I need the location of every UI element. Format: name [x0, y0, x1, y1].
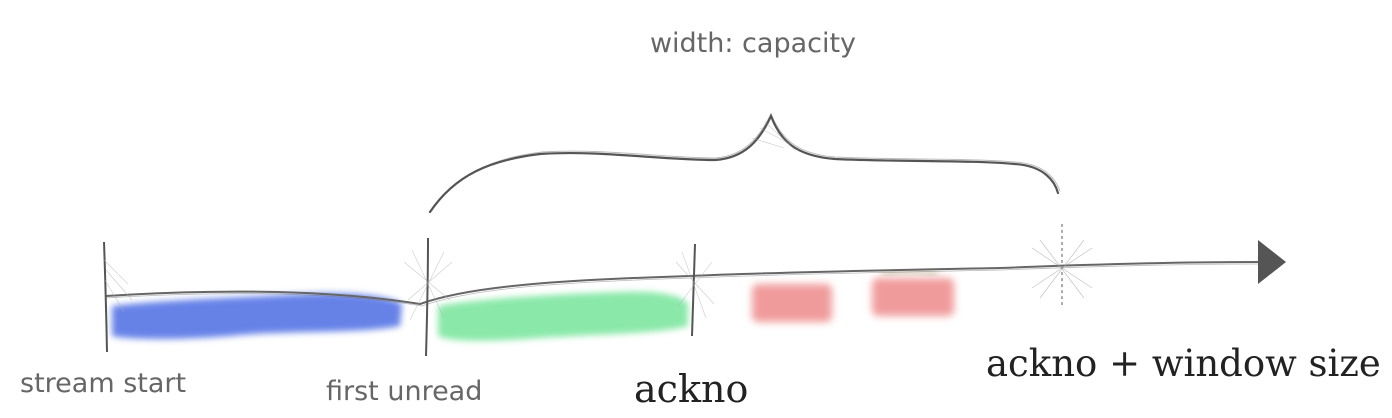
capacity-title: width: capacity: [650, 28, 856, 59]
tick-window-end: [1031, 224, 1093, 308]
label-stream-start: stream start: [20, 368, 186, 399]
label-ackno-window: ackno + window size: [986, 342, 1381, 385]
out-of-order-segment-1: [752, 284, 832, 322]
label-first-unread: first unread: [326, 376, 482, 407]
capacity-brace: [428, 112, 1061, 214]
read-segment: [112, 293, 402, 339]
label-ackno: ackno: [634, 367, 748, 411]
out-of-order-segment-2: [872, 270, 954, 316]
tick-stream-start: [103, 241, 133, 353]
stream-line: [105, 261, 1259, 307]
stream-arrow-head: [1258, 240, 1286, 284]
unread-segment: [438, 291, 688, 341]
tick-ackno: [675, 243, 715, 337]
tick-first-unread: [403, 237, 453, 357]
